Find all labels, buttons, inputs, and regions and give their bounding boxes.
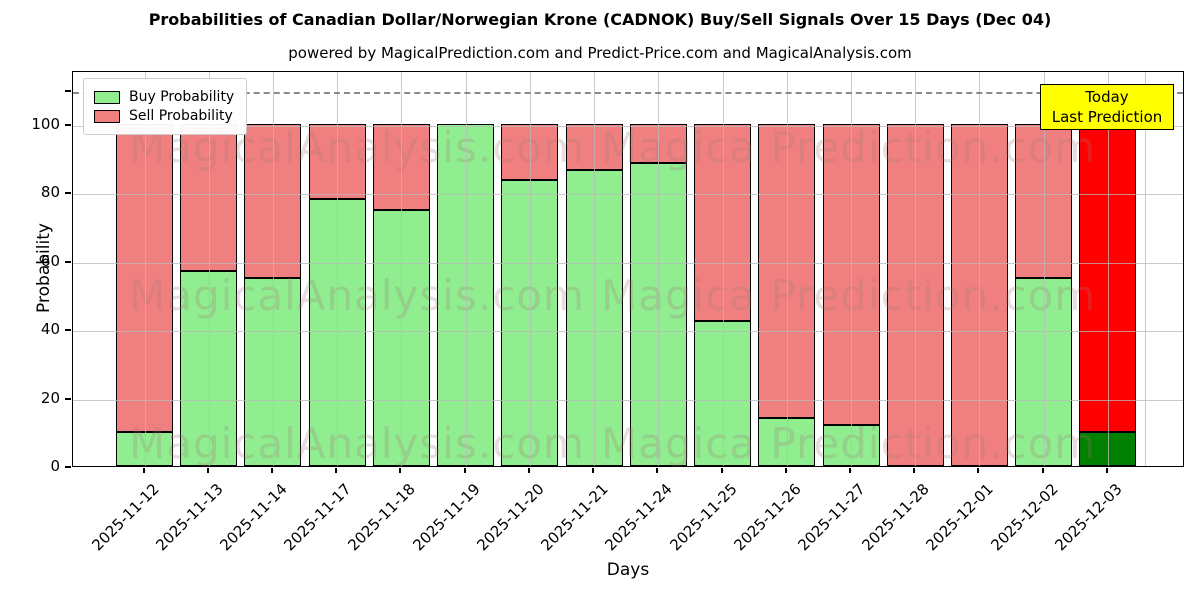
y-tick-label: 100 [31,115,60,133]
x-tick-label: 2025-11-26 [730,480,805,555]
watermark-text: Magica Prediction.com [601,271,1097,320]
x-tick-label: 2025-11-14 [216,480,291,555]
gridline-vertical [1043,72,1045,466]
x-tick-label: 2025-11-20 [473,480,548,555]
x-tick-label: 2025-11-27 [794,480,869,555]
x-tick-mark [1041,468,1044,473]
x-tick-mark [720,468,723,473]
x-tick-mark [399,468,402,473]
sell-color-swatch [94,109,120,123]
x-tick-label: 2025-11-25 [665,480,741,555]
y-tick-label: 20 [40,388,60,407]
legend-item-sell: Sell Probability [94,108,234,124]
watermark-text: Magica Prediction.com [601,123,1097,172]
y-tick-mark [65,397,71,400]
plot-area: MagicalAnalysis.com Magica Prediction.com… [72,71,1184,468]
gridline-vertical [1145,72,1146,466]
gridline-vertical [594,72,596,466]
y-tick-mark [65,260,71,263]
gridline-horizontal [73,399,1183,401]
gridline-vertical [786,72,788,466]
watermark-text: MagicalAnalysis.com [129,271,585,320]
x-tick-label: 2025-11-13 [152,480,227,555]
x-tick-label: 2025-11-21 [537,480,612,555]
y-tick-mark [65,89,71,92]
watermark-text: MagicalAnalysis.com [129,419,585,468]
x-tick-label: 2025-12-01 [922,480,998,555]
y-tick-mark [65,329,71,332]
grid-layer [73,72,1183,466]
x-tick-mark [977,468,980,473]
x-tick-mark [527,468,530,473]
gridline-vertical [208,72,210,466]
y-tick-label: 80 [40,183,60,202]
legend-item-buy: Buy Probability [94,89,234,105]
gridline-vertical [401,72,403,466]
legend: Buy Probability Sell Probability [83,78,248,135]
gridline-vertical [658,72,660,466]
x-tick-mark [206,468,209,473]
x-tick-mark [656,468,659,473]
gridline-horizontal [73,194,1183,196]
today-annotation-line2: Last Prediction [1051,108,1163,126]
gridline-vertical [979,72,981,466]
today-annotation-line1: Today [1085,88,1129,106]
legend-label-sell: Sell Probability [129,108,233,124]
x-tick-mark [142,468,145,473]
gridline-vertical [465,72,467,466]
chart-title: Probabilities of Canadian Dollar/Norwegi… [148,10,1052,29]
y-tick-label: 0 [50,457,60,475]
gridline-vertical [272,72,274,466]
x-tick-mark [849,468,852,473]
x-tick-label: 2025-11-18 [344,480,420,555]
x-tick-mark [784,468,787,473]
gridline-vertical [722,72,724,466]
chart-subtitle: powered by MagicalPrediction.com and Pre… [288,44,912,62]
today-annotation: Today Last Prediction [1040,84,1174,130]
x-tick-label: 2025-11-24 [601,480,677,555]
x-axis-label: Days [606,560,650,580]
threshold-dashed-line [73,91,1183,94]
x-tick-label: 2025-11-12 [87,480,163,555]
gridline-vertical [529,72,531,466]
gridline-horizontal [73,331,1183,333]
x-tick-label: 2025-12-02 [987,480,1062,555]
x-tick-label: 2025-12-03 [1051,480,1126,555]
y-tick-label: 60 [40,251,60,270]
x-tick-mark [270,468,273,473]
x-tick-mark [1105,468,1108,473]
x-tick-mark [913,468,916,473]
gridline-vertical [1107,72,1109,466]
legend-label-buy: Buy Probability [129,89,235,105]
gridline-vertical [337,72,339,466]
buy-color-swatch [94,90,120,104]
gridline-vertical [144,72,146,466]
y-tick-label: 40 [40,320,60,339]
y-tick-mark [65,192,71,195]
y-tick-mark [65,466,71,468]
x-tick-mark [592,468,595,473]
gridline-horizontal [73,126,1183,127]
x-tick-mark [335,468,338,473]
gridline-vertical [851,72,853,466]
watermark-text: Magica Prediction.com [601,419,1097,468]
gridline-horizontal [73,262,1183,264]
x-tick-label: 2025-11-17 [280,480,355,555]
x-tick-mark [463,468,466,473]
x-tick-label: 2025-11-28 [858,480,933,555]
gridline-vertical [915,72,917,466]
x-tick-label: 2025-11-19 [408,480,484,555]
y-tick-mark [65,124,71,126]
